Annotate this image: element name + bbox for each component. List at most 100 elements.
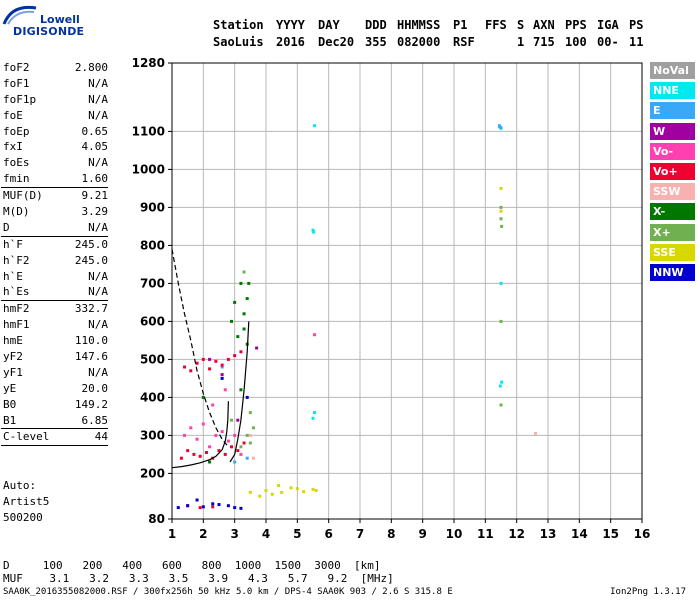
trace-line bbox=[171, 249, 229, 448]
param-row: fxI 4.05 bbox=[0, 139, 112, 155]
param-row: hmF2 332.7 bbox=[0, 301, 112, 317]
header-value: 2016 bbox=[276, 35, 305, 49]
data-point bbox=[189, 426, 193, 430]
param-value: N/A bbox=[88, 269, 108, 283]
param-value: 0.65 bbox=[81, 124, 109, 138]
data-point bbox=[195, 437, 199, 441]
data-point bbox=[233, 354, 237, 358]
muf-row: MUF 3.1 3.2 3.3 3.5 3.9 4.3 5.7 9.2 [MHz… bbox=[3, 572, 394, 585]
param-value: 6.85 bbox=[81, 413, 109, 427]
legend-item: X+ bbox=[650, 223, 695, 241]
data-point bbox=[245, 297, 249, 301]
header-label: HHMMSS bbox=[397, 18, 441, 32]
y-tick-label: 80 bbox=[148, 512, 165, 526]
divider bbox=[1, 428, 108, 430]
data-point bbox=[220, 373, 224, 377]
param-row: foF2 2.800 bbox=[0, 60, 112, 76]
param-row: h`F 245.0 bbox=[0, 237, 112, 253]
data-point bbox=[245, 456, 249, 460]
param-row: D N/A bbox=[0, 220, 112, 236]
divider bbox=[1, 300, 108, 302]
trace-line bbox=[171, 401, 229, 469]
header-value: 1 bbox=[517, 35, 525, 49]
data-point bbox=[176, 506, 180, 510]
data-point bbox=[226, 504, 230, 508]
legend-item: NNW bbox=[650, 263, 695, 281]
header-label: IGA bbox=[597, 18, 619, 32]
data-point bbox=[499, 281, 503, 285]
param-name: fmin bbox=[3, 172, 30, 186]
header-label: S bbox=[517, 18, 525, 32]
param-row: hmE 110.0 bbox=[0, 333, 112, 349]
data-point bbox=[251, 426, 255, 430]
param-value: N/A bbox=[88, 220, 108, 234]
auto-version: 500200 bbox=[3, 511, 43, 524]
param-value: 149.2 bbox=[74, 397, 108, 411]
header-value: RSF bbox=[453, 35, 475, 49]
series-nne bbox=[311, 124, 504, 420]
data-point bbox=[211, 505, 215, 509]
param-value: N/A bbox=[88, 156, 108, 170]
x-tick-label: 7 bbox=[356, 527, 364, 541]
header-label: PS bbox=[629, 18, 644, 32]
data-point bbox=[201, 357, 205, 361]
data-point bbox=[183, 433, 187, 437]
data-point bbox=[499, 186, 503, 190]
param-name: hmF1 bbox=[3, 318, 30, 332]
data-point bbox=[201, 395, 205, 399]
header-value: 100 bbox=[565, 35, 587, 49]
data-point bbox=[280, 490, 284, 494]
param-value: 245.0 bbox=[74, 237, 108, 251]
y-tick-label: 700 bbox=[140, 276, 165, 290]
data-point bbox=[208, 367, 212, 371]
param-row: foE N/A bbox=[0, 108, 112, 124]
series-vo- bbox=[179, 350, 246, 510]
series-x- bbox=[201, 281, 251, 464]
param-name: yF2 bbox=[3, 350, 23, 364]
data-point bbox=[198, 506, 202, 510]
data-point bbox=[236, 449, 240, 453]
param-value: 1.60 bbox=[81, 172, 109, 186]
x-tick-label: 13 bbox=[540, 527, 557, 541]
grid-lines bbox=[171, 62, 643, 520]
param-name: foEs bbox=[3, 156, 30, 170]
data-point bbox=[248, 411, 252, 415]
x-tick-label: 16 bbox=[634, 527, 651, 541]
x-tick-label: 11 bbox=[477, 527, 494, 541]
param-name: D bbox=[3, 220, 10, 234]
param-name: C-level bbox=[3, 430, 50, 444]
data-point bbox=[302, 490, 306, 494]
digisonde-logo bbox=[2, 5, 37, 25]
y-tick-label: 1100 bbox=[132, 124, 165, 138]
data-point bbox=[189, 369, 193, 373]
y-tick-label: 1280 bbox=[132, 56, 165, 70]
header-label: YYYY bbox=[276, 18, 305, 32]
header-value: Dec20 bbox=[318, 35, 355, 49]
data-point bbox=[211, 403, 215, 407]
x-tick-label: 5 bbox=[293, 527, 301, 541]
param-value: 3.29 bbox=[81, 205, 109, 219]
data-point bbox=[233, 433, 237, 437]
data-point bbox=[217, 449, 221, 453]
legend-item: NNE bbox=[650, 82, 695, 100]
parameter-table: foF2 2.800 foF1 N/A foF1p N/A foE N/A foEp 0.65 fx… bbox=[0, 60, 112, 447]
divider bbox=[1, 187, 108, 189]
data-point bbox=[239, 506, 243, 510]
legend-item: X- bbox=[650, 203, 695, 221]
param-value: N/A bbox=[88, 108, 108, 122]
data-point bbox=[313, 411, 317, 415]
data-point bbox=[313, 124, 317, 128]
data-point bbox=[236, 335, 240, 339]
series-nnw bbox=[176, 376, 249, 510]
x-tick-label: 12 bbox=[508, 527, 525, 541]
autoscaling-info: Auto: Artist5 500200 bbox=[3, 478, 49, 526]
data-point bbox=[226, 357, 230, 361]
y-tick-label: 200 bbox=[140, 466, 165, 480]
data-point bbox=[226, 439, 230, 443]
param-row: foEp 0.65 bbox=[0, 124, 112, 140]
data-point bbox=[247, 281, 251, 285]
header-label: PPS bbox=[565, 18, 587, 32]
y-tick-label: 800 bbox=[140, 238, 165, 252]
data-point bbox=[312, 230, 316, 234]
